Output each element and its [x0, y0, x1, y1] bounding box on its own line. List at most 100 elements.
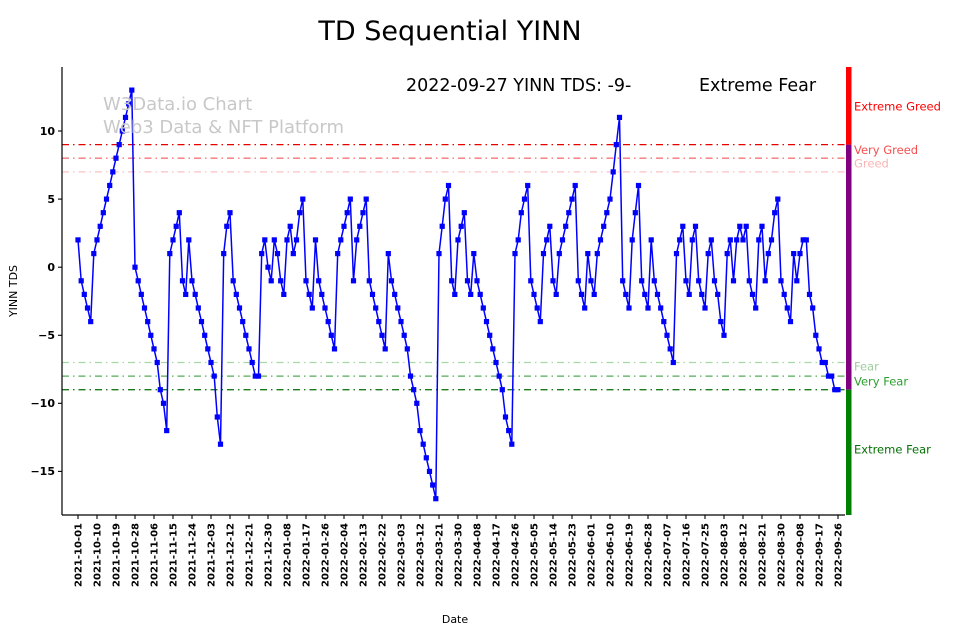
data-point-marker	[544, 237, 550, 243]
data-point-marker	[525, 182, 531, 189]
data-point-marker	[686, 291, 692, 297]
data-point-marker	[154, 359, 160, 366]
data-point-marker	[436, 251, 442, 257]
data-point-marker	[224, 223, 230, 229]
data-point-marker	[699, 291, 705, 297]
data-point-marker	[762, 278, 768, 284]
data-point-marker	[198, 319, 205, 325]
data-point-marker	[829, 373, 835, 379]
data-point-marker	[392, 291, 398, 297]
data-point-marker	[297, 210, 303, 216]
header-date-text: 2022-09-27 YINN TDS: -9-	[406, 76, 631, 96]
data-point-marker	[94, 237, 100, 243]
data-point-marker	[214, 414, 220, 420]
data-point-marker	[325, 319, 331, 325]
data-point-marker	[696, 278, 702, 284]
data-point-marker	[775, 196, 781, 202]
data-point-marker	[179, 278, 186, 284]
data-point-marker	[534, 305, 540, 311]
data-point-marker	[183, 291, 189, 297]
data-point-marker	[730, 278, 737, 284]
data-point-marker	[202, 332, 208, 338]
data-point-marker	[88, 319, 94, 325]
data-point-marker	[715, 291, 721, 297]
y-tick-label: 5	[47, 193, 55, 206]
data-point-marker	[601, 223, 607, 229]
data-point-marker	[411, 387, 417, 393]
data-point-marker	[582, 305, 588, 311]
data-point-marker	[398, 319, 404, 325]
data-point-marker	[594, 251, 600, 257]
data-point-marker	[78, 278, 84, 284]
data-point-marker	[97, 223, 103, 229]
series-layer	[75, 87, 841, 502]
data-point-marker	[103, 196, 110, 202]
data-point-marker	[160, 400, 167, 406]
data-point-marker	[116, 142, 122, 148]
data-point-marker	[613, 142, 619, 148]
data-point-marker	[616, 114, 623, 120]
data-point-marker	[376, 319, 382, 325]
data-point-marker	[673, 251, 680, 257]
data-point-marker	[689, 237, 695, 243]
x-tick-label: 2021-12-12	[226, 523, 237, 587]
data-point-marker	[683, 278, 689, 284]
data-point-marker	[274, 251, 281, 257]
data-point-marker	[452, 291, 458, 297]
colorbar-layer	[846, 67, 852, 515]
data-point-marker	[559, 237, 566, 243]
x-tick-label: 2022-04-08	[473, 523, 484, 587]
data-point-marker	[81, 291, 87, 297]
data-point-marker	[499, 387, 505, 393]
data-point-marker	[588, 278, 594, 284]
data-point-marker	[189, 278, 195, 284]
data-point-marker	[705, 251, 711, 257]
x-tick-label: 2022-08-12	[739, 523, 750, 587]
data-point-marker	[468, 291, 474, 297]
data-point-marker	[509, 441, 515, 447]
data-point-marker	[141, 305, 148, 311]
data-point-marker	[677, 237, 683, 243]
data-point-marker	[746, 278, 752, 284]
x-tick-label: 2022-02-04	[340, 523, 351, 587]
data-point-marker	[164, 428, 170, 434]
data-point-marker	[75, 237, 81, 243]
data-point-marker	[401, 332, 407, 338]
data-point-marker	[743, 223, 749, 229]
data-point-marker	[107, 182, 113, 189]
x-tick-label: 2022-05-14	[549, 523, 560, 587]
data-point-marker	[306, 291, 312, 297]
threshold-lines-layer	[62, 143, 845, 391]
data-point-marker	[626, 305, 632, 311]
data-point-marker	[610, 169, 616, 175]
data-point-marker	[604, 210, 610, 216]
data-point-marker	[566, 210, 572, 216]
x-tick-label: 2021-11-06	[150, 523, 161, 587]
data-point-marker	[423, 455, 429, 461]
data-point-marker	[278, 278, 284, 284]
data-point-marker	[718, 319, 724, 325]
x-tick-label: 2021-12-03	[207, 523, 218, 587]
data-point-marker	[778, 278, 784, 284]
data-point-marker	[366, 278, 372, 284]
data-point-marker	[480, 305, 486, 311]
data-point-marker	[620, 278, 626, 284]
watermark-line-1: W3Data.io Chart	[103, 94, 252, 115]
data-point-marker	[661, 319, 667, 325]
data-point-marker	[521, 196, 528, 202]
data-point-marker	[290, 251, 296, 257]
x-tick-label: 2022-08-03	[720, 523, 731, 587]
data-point-marker	[483, 319, 490, 325]
data-point-marker	[461, 210, 467, 216]
data-point-marker	[493, 359, 499, 366]
colorbar-segment	[846, 67, 852, 145]
data-point-marker	[449, 278, 455, 284]
data-point-marker	[639, 278, 645, 284]
data-point-marker	[208, 359, 214, 366]
data-point-marker	[281, 291, 287, 297]
data-point-marker	[331, 346, 338, 352]
data-point-marker	[173, 223, 179, 229]
data-point-marker	[464, 278, 471, 284]
